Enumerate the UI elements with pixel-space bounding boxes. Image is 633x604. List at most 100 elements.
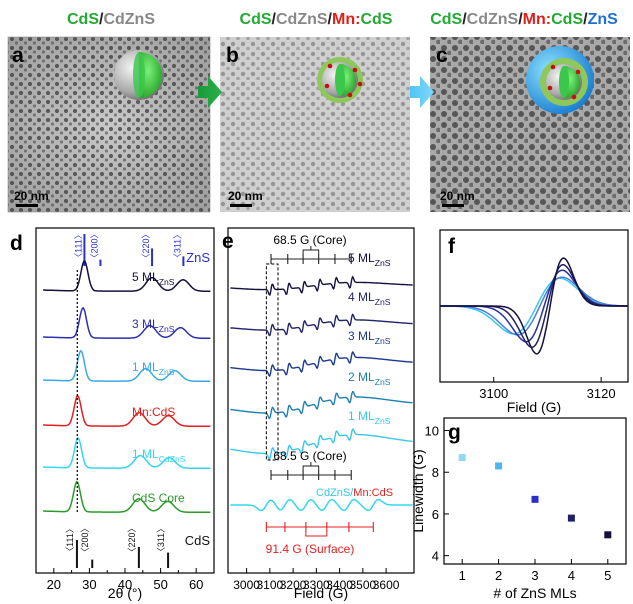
cds-ref-label: CdS <box>185 533 211 548</box>
epr-x-axis-label: Field (G) <box>294 585 348 601</box>
cds-ref-hkl: 〈111〉 <box>65 524 75 556</box>
epr-frame <box>227 227 415 574</box>
xrd-series-line <box>43 480 211 513</box>
tem-image-a <box>7 36 211 213</box>
epr-series-line <box>230 313 413 337</box>
epr-series-label: 3 MLZnS <box>348 329 391 346</box>
epr-series-label: 4 MLZnS <box>348 290 391 307</box>
zns-ref-hkl: 〈220〉 <box>141 229 151 262</box>
svg-text:20 nm: 20 nm <box>14 189 49 203</box>
zoom-tick-label: 3120 <box>587 386 616 401</box>
core-splitting-label-bottom: 68.5 G (Core) <box>273 449 346 463</box>
xrd-tick-label: 40 <box>118 577 132 592</box>
particle-schematic-a <box>114 50 164 100</box>
cds-ref-hkl: 〈220〉 <box>127 523 137 556</box>
panel-letter-a: a <box>12 44 24 67</box>
zoom-tick-label: 3100 <box>479 386 508 401</box>
particle-schematic-c <box>526 46 594 114</box>
scale-bar-b: 20 nm <box>228 189 263 207</box>
core-splitting-top-bracket <box>302 249 320 254</box>
xrd-tick-label: 20 <box>47 577 61 592</box>
epr-tick-label: 3100 <box>256 578 283 592</box>
linewidth-frame <box>443 417 627 565</box>
xrd-series-label: Mn:CdS <box>132 405 175 419</box>
panel-letter-e: e <box>222 230 234 253</box>
tem-image-b <box>220 37 410 212</box>
title-c: CdS/CdZnS/Mn:CdS/ZnS <box>430 11 618 28</box>
linewidth-point <box>458 454 466 462</box>
xrd-series-line <box>43 260 211 292</box>
tem-image-c <box>430 37 630 212</box>
cds-ref-hkl: 〈200〉 <box>80 523 90 556</box>
linewidth-point <box>604 531 612 539</box>
surface-splitting-bracket <box>305 532 328 537</box>
linewidth-x-tick-label: 4 <box>568 568 575 583</box>
xrd-series-line <box>43 306 211 339</box>
svg-text:20 nm: 20 nm <box>440 189 475 203</box>
epr-tick-label: 3000 <box>233 578 260 592</box>
epr-tick-label: 3400 <box>326 578 353 592</box>
epr-series-line <box>230 428 413 460</box>
svg-text:20 nm: 20 nm <box>228 189 263 203</box>
epr-tick-label: 3300 <box>303 578 330 592</box>
epr-series-label: 2 MLZnS <box>348 370 391 387</box>
linewidth-x-tick-label: 3 <box>531 568 538 583</box>
epr-series-label: 5 MLZnS <box>348 251 391 268</box>
linewidth-y-tick-label: 6 <box>432 507 439 522</box>
linewidth-y-axis-label: Linewidth (G) <box>410 449 426 532</box>
xrd-series-label: 1 MLZnS <box>132 360 175 377</box>
linewidth-y-tick-label: 8 <box>432 465 439 480</box>
zoom-series-line <box>440 276 628 336</box>
xrd-frame <box>35 227 215 574</box>
zns-ref-hkl: 〈311〉 <box>172 230 182 262</box>
epr-tick-label: 3500 <box>349 578 376 592</box>
panel-letter-f: f <box>448 235 456 258</box>
xrd-tick-label: 60 <box>189 577 203 592</box>
epr-series-line <box>230 275 413 296</box>
epr-tick-label: 3600 <box>373 578 400 592</box>
xrd-series-label: 3 MLZnS <box>132 317 175 334</box>
linewidth-x-tick-label: 1 <box>459 568 466 583</box>
arrow-a-to-b <box>198 76 222 108</box>
panel-letter-b: b <box>226 44 239 67</box>
epr-series-label: CdZnS/Mn:CdS <box>316 487 393 499</box>
title-b: CdS/CdZnS/Mn:CdS <box>240 11 393 28</box>
epr-series-line <box>230 351 413 377</box>
title-a: CdS/CdZnS <box>67 11 155 28</box>
cds-ref-hkl: 〈311〉 <box>156 524 166 556</box>
linewidth-x-tick-label: 2 <box>495 568 502 583</box>
core-splitting-label-top: 68.5 G (Core) <box>273 233 346 247</box>
scale-bar-a: 20 nm <box>14 189 49 207</box>
panel-letter-g: g <box>448 421 461 444</box>
epr-series-line <box>230 391 413 420</box>
linewidth-point <box>567 514 575 522</box>
scale-bar-c: 20 nm <box>440 189 475 207</box>
linewidth-panel: 1 2 3 4 5 4 6 8 10 # of ZnS MLs Linewidth (G) <box>410 417 627 601</box>
xrd-x-axis-label: 2θ (°) <box>108 585 142 601</box>
zns-ref-hkl: 〈200〉 <box>89 229 99 262</box>
zoom-x-axis-label: Field (G) <box>507 399 561 415</box>
epr-zoom-panel: 3100 3120 Field (G) <box>439 229 629 415</box>
linewidth-point <box>531 495 539 503</box>
xrd-series-line <box>43 350 211 382</box>
xrd-tick-label: 50 <box>153 577 167 592</box>
xrd-tick-label: 30 <box>82 577 96 592</box>
panel-letter-d: d <box>10 232 23 255</box>
zoom-series-line <box>440 257 628 355</box>
epr-series-line <box>230 498 413 512</box>
epr-series-label: 1 MLZnS <box>348 409 391 426</box>
particle-schematic-b <box>317 57 363 103</box>
linewidth-y-tick-label: 10 <box>425 424 439 439</box>
linewidth-x-axis-label: # of ZnS MLs <box>493 585 576 601</box>
arrow-b-to-c <box>410 76 434 108</box>
zoom-region-box <box>265 263 279 461</box>
zns-ref-label: ZnS <box>186 250 210 265</box>
zns-ref-hkl: 〈111〉 <box>73 230 83 262</box>
surface-splitting-label: 91.4 G (Surface) <box>266 542 355 556</box>
xrd-series-line <box>43 436 211 469</box>
linewidth-point <box>495 462 503 470</box>
panel-letter-c: c <box>436 44 448 67</box>
